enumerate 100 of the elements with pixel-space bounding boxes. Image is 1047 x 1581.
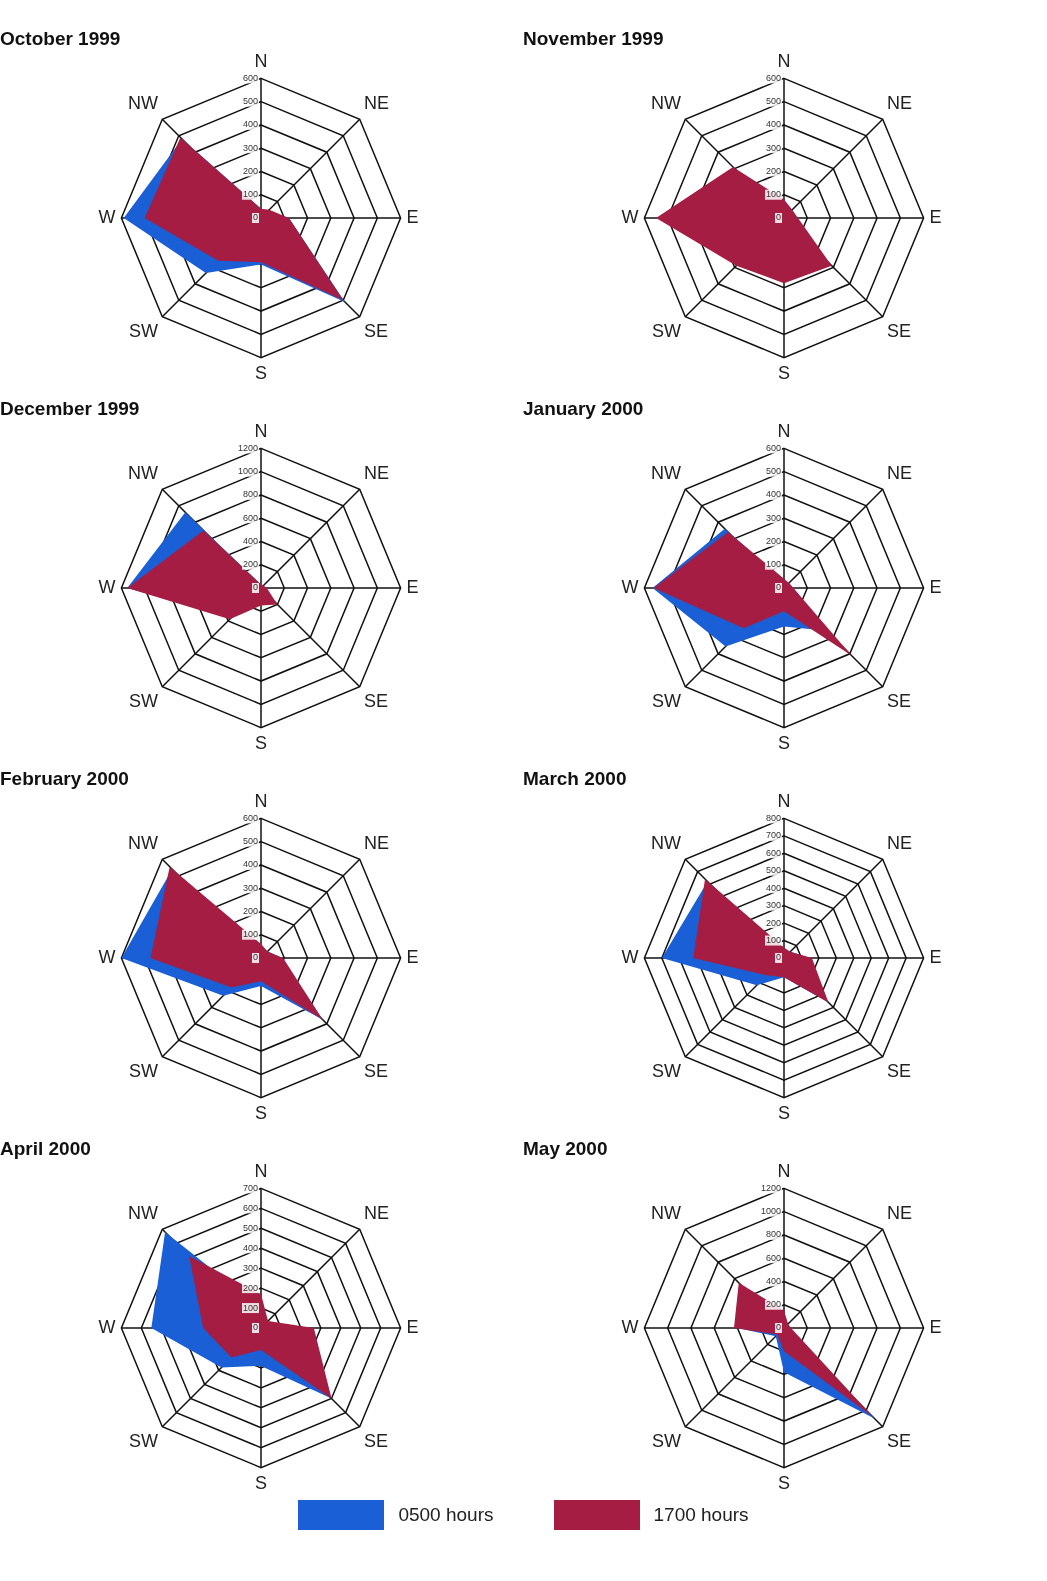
y-tick-label: 300 <box>242 1262 258 1273</box>
chart-title: March 2000 <box>523 767 627 789</box>
chart-title: December 1999 <box>0 397 140 419</box>
y-tick-label: 0 <box>252 212 258 223</box>
chart-title: November 1999 <box>523 27 664 49</box>
spoke-label: SW <box>652 320 682 341</box>
spoke-label: SE <box>363 1060 388 1081</box>
spoke-label: E <box>929 946 942 967</box>
spoke-label: S <box>254 1103 268 1124</box>
y-tick-label: 400 <box>765 1275 781 1286</box>
y-tick-label: 400 <box>242 535 258 546</box>
spoke-label: N <box>254 1160 268 1181</box>
spoke-label: N <box>777 50 791 71</box>
y-tick-label: 200 <box>765 165 781 176</box>
chart-title: January 2000 <box>523 397 644 419</box>
spoke-label: S <box>777 363 791 384</box>
legend-label: 0500 hours <box>398 1504 494 1526</box>
y-tick-label: 400 <box>765 119 781 130</box>
y-tick-label: 600 <box>242 812 258 823</box>
y-tick-label: 500 <box>242 96 258 107</box>
spoke-label: W <box>621 206 639 227</box>
spoke-label: E <box>929 576 942 597</box>
y-tick-label: 0 <box>775 952 781 963</box>
y-tick-label: 300 <box>765 512 781 523</box>
spoke-label: SW <box>652 1060 682 1081</box>
y-tick-label: 200 <box>765 1299 781 1310</box>
y-tick-label: 200 <box>765 535 781 546</box>
y-tick-label: 300 <box>765 142 781 153</box>
y-tick-label: 800 <box>765 1229 781 1240</box>
y-tick-label: 600 <box>242 1202 258 1213</box>
spoke-label: SE <box>363 320 388 341</box>
y-tick-label: 400 <box>242 859 258 870</box>
spoke-label: E <box>406 576 419 597</box>
y-tick-label: 400 <box>242 119 258 130</box>
spoke-label: S <box>777 1103 791 1124</box>
spoke-label: NE <box>363 463 389 484</box>
y-tick-label: 400 <box>242 1242 258 1253</box>
chart-title: May 2000 <box>523 1137 608 1159</box>
y-tick-label: 500 <box>242 836 258 847</box>
y-tick-label: 100 <box>242 929 258 940</box>
spoke-label: SW <box>129 1060 159 1081</box>
spoke-label: SE <box>886 320 911 341</box>
y-tick-label: 0 <box>775 212 781 223</box>
spoke-label: NE <box>886 93 912 114</box>
y-tick-label: 400 <box>765 489 781 500</box>
spoke-label: NW <box>128 93 159 114</box>
spoke-label: NW <box>128 1203 159 1224</box>
y-tick-label: 0 <box>252 952 258 963</box>
spoke-label: NW <box>651 1203 682 1224</box>
spoke-label: SE <box>886 1430 911 1451</box>
y-tick-label: 0 <box>252 1322 258 1333</box>
spoke-label: N <box>777 1160 791 1181</box>
y-tick-label: 100 <box>765 189 781 200</box>
spoke-label: SW <box>652 1430 682 1451</box>
spoke-label: SW <box>652 690 682 711</box>
legend-label: 1700 hours <box>653 1504 749 1526</box>
spoke-label: NW <box>651 463 682 484</box>
spoke-label: S <box>254 363 268 384</box>
spoke-label: NE <box>363 93 389 114</box>
spoke-label: N <box>777 420 791 441</box>
spoke-label: SE <box>886 690 911 711</box>
spoke-label: S <box>777 733 791 754</box>
y-tick-label: 500 <box>765 466 781 477</box>
y-tick-label: 600 <box>765 442 781 453</box>
y-tick-label: 1200 <box>760 1182 781 1193</box>
y-tick-label: 200 <box>242 559 258 570</box>
spoke-label: E <box>929 1316 942 1337</box>
y-tick-label: 200 <box>242 905 258 916</box>
y-tick-label: 1200 <box>237 442 258 453</box>
spoke-label: S <box>777 1473 791 1494</box>
spoke-label: SW <box>129 1430 159 1451</box>
spoke-label: NE <box>886 463 912 484</box>
spoke-label: NW <box>128 833 159 854</box>
y-tick-label: 100 <box>242 1302 258 1313</box>
y-tick-label: 0 <box>252 582 258 593</box>
spoke-label: NW <box>128 463 159 484</box>
y-tick-label: 200 <box>765 917 781 928</box>
y-tick-label: 300 <box>242 142 258 153</box>
spoke-label: NW <box>651 93 682 114</box>
spoke-label: SW <box>129 690 159 711</box>
y-tick-label: 200 <box>242 165 258 176</box>
y-tick-label: 600 <box>765 72 781 83</box>
spoke-label: NW <box>651 833 682 854</box>
y-tick-label: 600 <box>765 1252 781 1263</box>
y-tick-label: 100 <box>242 189 258 200</box>
spoke-label: SE <box>886 1060 911 1081</box>
spoke-label: E <box>929 206 942 227</box>
spoke-label: W <box>98 1316 116 1337</box>
y-tick-label: 1000 <box>237 466 258 477</box>
spoke-label: E <box>406 1316 419 1337</box>
spoke-label: N <box>254 790 268 811</box>
spoke-label: E <box>406 206 419 227</box>
y-tick-label: 600 <box>242 512 258 523</box>
chart-title: April 2000 <box>0 1137 91 1159</box>
spoke-label: S <box>254 733 268 754</box>
spoke-label: S <box>254 1473 268 1494</box>
spoke-label: SW <box>129 320 159 341</box>
spoke-label: E <box>406 946 419 967</box>
chart-title: October 1999 <box>0 27 121 49</box>
y-tick-label: 500 <box>765 865 781 876</box>
